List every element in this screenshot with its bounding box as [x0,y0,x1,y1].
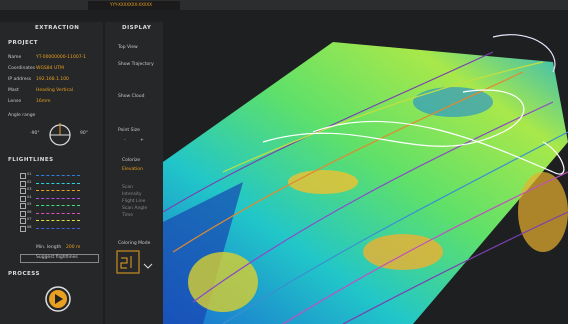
color-option[interactable]: Flight Line [122,199,146,204]
flightline-swatch [36,175,80,176]
flightline-id[interactable]: 01 [27,172,32,176]
display-panel [105,22,163,324]
min-length-value: 200 m [66,245,81,250]
extraction-panel [0,22,103,324]
display-item[interactable]: Show Trajectory [118,62,154,67]
flightline-swatch [36,205,80,206]
process-title: PROCESS [8,271,40,277]
coloring-mode-icon[interactable] [116,250,156,274]
color-option[interactable]: Intensity [122,192,142,197]
colorize-value[interactable]: Elevation [122,167,143,172]
field-label: Name [8,55,22,60]
tab[interactable] [88,1,180,10]
display-item[interactable]: Point Size [118,128,140,133]
flightline-swatch [36,227,80,229]
checkbox[interactable] [20,218,26,224]
field-value: WGS84 UTM [36,66,64,71]
color-option[interactable]: Time [122,213,134,218]
colorize-label: Colorize [122,158,141,163]
point-size-control[interactable]: - [124,138,126,143]
flightlines-title: FLIGHTLINES [8,157,54,163]
field-label: Coordinates [8,66,36,71]
play-button[interactable] [44,285,72,313]
coloring-mode-label: Coloring Mode [118,241,151,246]
color-option[interactable]: Scan Angle [122,206,148,211]
extraction-title: EXTRACTION [35,25,80,31]
flightline-id[interactable]: 05 [27,202,32,206]
field-value: 192.168.1.100 [36,77,69,82]
angle-max: 90° [80,131,88,136]
flightline-swatch [36,182,80,184]
display-item[interactable]: Show Cloud [118,94,145,99]
point-size-control[interactable]: + [140,138,144,143]
field-value: YT-00000000-11007-1 [36,55,87,60]
display-item[interactable]: Top View [118,45,138,50]
checkbox[interactable] [20,210,26,217]
flightline-swatch [36,220,80,221]
angle-dial[interactable] [45,120,75,150]
flightline-id[interactable]: 02 [27,179,32,184]
flightline-id[interactable]: 04 [27,194,32,199]
field-label: IP address [8,77,32,82]
flightline-swatch [36,212,80,214]
field-label: Mast [8,88,19,93]
suggest-button-label[interactable]: Suggest flightlines [36,255,78,260]
flightline-swatch [36,190,80,191]
min-length-label: Min. length [36,245,62,250]
flightline-id[interactable]: 07 [27,217,32,221]
flightline-id[interactable]: 03 [27,187,32,191]
checkbox[interactable] [20,180,26,187]
angle-label: Angle range [8,113,36,118]
color-option[interactable]: Scan [122,185,133,190]
field-label: Lense [8,99,22,104]
point-cloud-view[interactable] [163,22,568,324]
flightline-swatch [36,197,80,199]
field-value: 16mm [36,99,51,104]
suggest-button[interactable] [20,254,99,263]
angle-min: -90° [30,131,40,136]
tab-label[interactable]: YYY-XXXXXXX-XXXXX [110,2,153,7]
checkbox[interactable] [20,203,26,209]
flightline-id[interactable]: 08 [27,224,32,229]
field-value: Heading Vertical [36,88,73,93]
checkbox[interactable] [20,188,26,194]
checkbox[interactable] [20,195,26,202]
project-title: PROJECT [8,40,39,46]
display-title: DISPLAY [122,25,152,31]
top-bar [0,0,568,10]
flightline-id[interactable]: 06 [27,209,32,214]
checkbox[interactable] [20,173,26,179]
checkbox[interactable] [20,225,26,232]
